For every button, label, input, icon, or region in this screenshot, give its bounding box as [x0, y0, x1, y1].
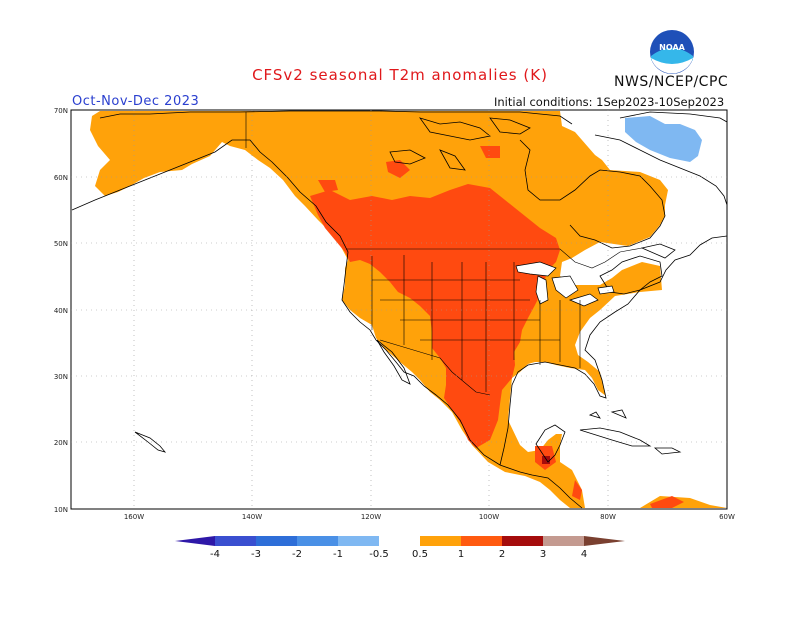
lon-label: 120W [361, 513, 381, 521]
colorbar-swatch [297, 536, 338, 546]
anomaly-zone-1-2 [310, 146, 684, 508]
colorbar-label: 2 [499, 549, 505, 560]
political-boundaries [245, 112, 643, 396]
colorbar-label: -1 [333, 549, 343, 560]
colorbar-label: 1 [458, 549, 464, 560]
lon-label: 100W [479, 513, 499, 521]
colorbar-label: 3 [540, 549, 546, 560]
colorbar-swatch [543, 536, 584, 546]
map-title: CFSv2 seasonal T2m anomalies (K) [252, 66, 548, 84]
colorbar-label: -4 [210, 549, 220, 560]
lat-label: 30N [54, 373, 68, 381]
latitude-labels: 70N 60N 50N 40N 30N 20N 10N [54, 107, 68, 514]
initial-conditions: Initial conditions: 1Sep2023-10Sep2023 [494, 95, 725, 109]
great-lakes [515, 261, 615, 307]
colorbar-label: -3 [251, 549, 261, 560]
colorbar-swatch [420, 536, 461, 546]
colorbar-swatch [256, 536, 297, 546]
colorbar-label: -0.5 [369, 549, 389, 560]
noaa-logo-icon: NOAA [650, 30, 694, 74]
colorbar-swatch [461, 536, 502, 546]
colorbar-arrow-right [584, 536, 625, 546]
lat-label: 10N [54, 506, 68, 514]
colorbar: -4 -3 -2 -1 -0.5 0.5 1 2 3 4 [175, 536, 625, 560]
coastlines [71, 110, 727, 509]
lat-label: 20N [54, 439, 68, 447]
forecast-period: Oct-Nov-Dec 2023 [72, 94, 200, 109]
logo-text: NOAA [659, 43, 685, 52]
colorbar-swatch [502, 536, 543, 546]
longitude-labels: 160W 140W 120W 100W 80W 60W [124, 513, 735, 521]
lat-label: 70N [54, 107, 68, 115]
colorbar-label: 0.5 [412, 549, 428, 560]
anomaly-zone-neg [625, 116, 702, 162]
lat-label: 60N [54, 174, 68, 182]
lat-label: 40N [54, 307, 68, 315]
lon-label: 140W [242, 513, 262, 521]
colorbar-label: 4 [581, 549, 587, 560]
colorbar-label: -2 [292, 549, 302, 560]
agency-label: NWS/NCEP/CPC [614, 74, 729, 90]
colorbar-swatch [215, 536, 256, 546]
colorbar-arrow-left [175, 536, 215, 546]
lon-label: 60W [719, 513, 735, 521]
lat-label: 50N [54, 240, 68, 248]
lon-label: 80W [600, 513, 616, 521]
lon-label: 160W [124, 513, 144, 521]
colorbar-swatch [338, 536, 379, 546]
anomaly-zone-2-3 [542, 456, 550, 464]
colorbar-swatch [379, 536, 420, 546]
